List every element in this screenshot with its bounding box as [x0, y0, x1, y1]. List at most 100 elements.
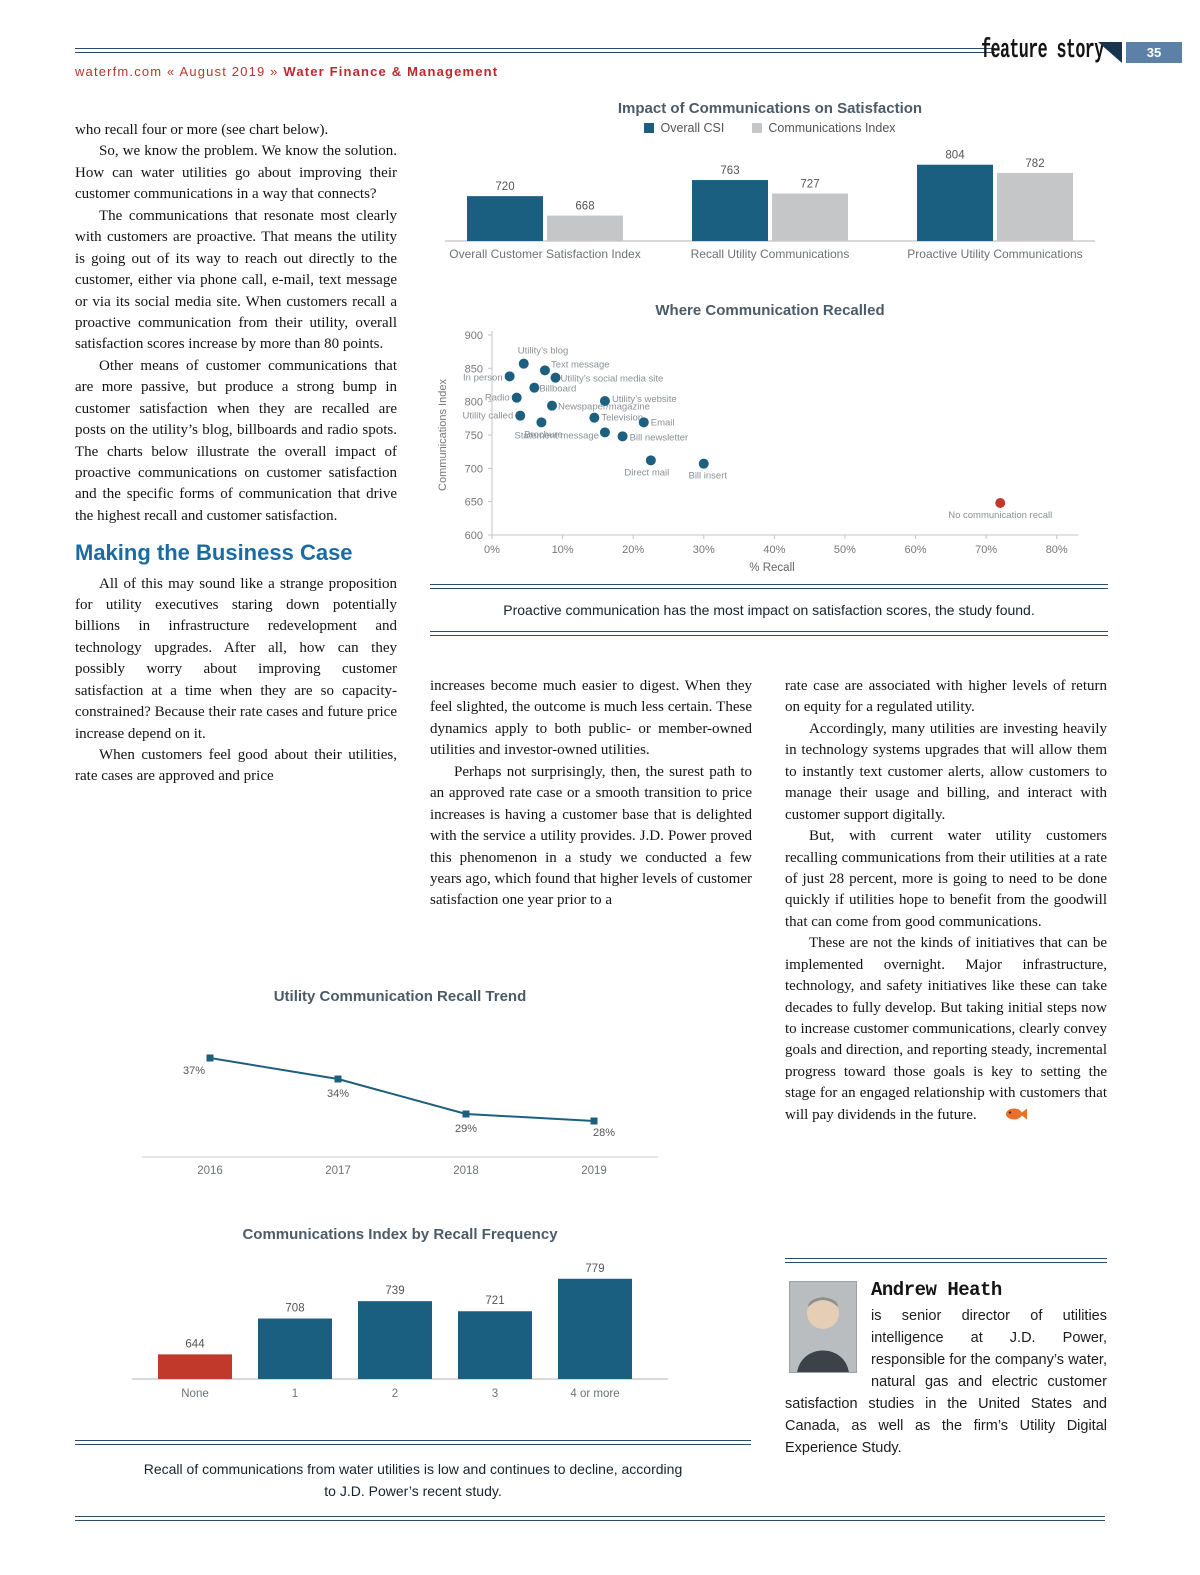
- svg-text:Newspaper/magazine: Newspaper/magazine: [558, 402, 650, 413]
- recall-trend-line-chart: 37% 2016 34% 2017 29% 2018 28% 2019: [142, 1054, 658, 1177]
- chart-impact-legend: Overall CSI Communications Index: [430, 121, 1110, 135]
- svg-text:600: 600: [465, 530, 483, 542]
- trend-caption-line1: Recall of communications from water util…: [143, 1461, 683, 1477]
- svg-text:Communications Index: Communications Index: [437, 379, 449, 491]
- svg-text:Email: Email: [651, 417, 675, 428]
- chart-frequency-title: Communications Index by Recall Frequency: [242, 1226, 558, 1243]
- body-paragraph: So, we know the problem. We know the sol…: [75, 143, 397, 203]
- svg-text:% Recall: % Recall: [749, 562, 794, 574]
- svg-text:Utility’s website: Utility’s website: [612, 394, 677, 405]
- svg-text:80%: 80%: [1046, 544, 1068, 556]
- scatter-caption: Proactive communication has the most imp…: [503, 602, 1035, 618]
- svg-text:4 or more: 4 or more: [570, 1388, 619, 1400]
- caption-rule-top: [430, 584, 1108, 589]
- body-paragraph: Other means of customer communications t…: [75, 357, 397, 524]
- bio-text: is senior director of utilities intellig…: [785, 1308, 1107, 1457]
- svg-text:668: 668: [575, 201, 594, 213]
- svg-text:720: 720: [495, 181, 514, 193]
- masthead: waterfm.com « August 2019 » Water Financ…: [75, 64, 498, 79]
- trend-caption-line2: to J.D. Power’s recent study.: [324, 1483, 502, 1500]
- svg-text:34%: 34%: [327, 1088, 349, 1100]
- svg-text:Brochure: Brochure: [524, 429, 563, 440]
- svg-text:Utility’s social media site: Utility’s social media site: [561, 374, 664, 385]
- trend-caption: Recall of communications from water util…: [75, 1445, 751, 1503]
- svg-text:739: 739: [385, 1285, 404, 1297]
- svg-text:20%: 20%: [622, 544, 644, 556]
- svg-text:Bill insert: Bill insert: [688, 471, 727, 482]
- legend-swatch-gray: [752, 123, 763, 133]
- footer-rule: [75, 1516, 1105, 1521]
- legend-item-overall-csi: Overall CSI: [644, 121, 724, 135]
- svg-text:60%: 60%: [905, 544, 927, 556]
- caption-rule-bottom: [430, 631, 1108, 636]
- legend-item-communications-index: Communications Index: [752, 121, 896, 135]
- body-paragraph: All of this may sound like a strange pro…: [75, 575, 397, 742]
- svg-text:763: 763: [720, 165, 739, 177]
- svg-text:28%: 28%: [593, 1127, 615, 1139]
- svg-text:644: 644: [185, 1338, 205, 1350]
- svg-text:Television: Television: [601, 413, 643, 424]
- recall-frequency-bar-chart: 644 None 708 1 739 2 721 3 779 4 or more: [132, 1263, 668, 1400]
- caption-rule-top: [75, 1440, 751, 1445]
- scatter-caption-band: Proactive communication has the most imp…: [430, 584, 1108, 636]
- svg-text:2019: 2019: [581, 1165, 607, 1177]
- svg-text:Radio: Radio: [485, 393, 510, 404]
- svg-text:1: 1: [292, 1388, 298, 1400]
- goldfish-icon: [981, 1107, 1027, 1128]
- svg-text:Recall Utility Communications: Recall Utility Communications: [691, 247, 850, 261]
- svg-text:29%: 29%: [455, 1123, 477, 1135]
- legend-label: Overall CSI: [660, 121, 725, 135]
- svg-text:Text message: Text message: [551, 359, 610, 370]
- chart-impact-title: Impact of Communications on Satisfaction: [617, 100, 923, 117]
- svg-text:0%: 0%: [484, 544, 500, 556]
- svg-text:2018: 2018: [453, 1165, 479, 1177]
- corner-banner-triangle: [1098, 42, 1122, 63]
- trend-caption-band: Recall of communications from water util…: [75, 1440, 751, 1503]
- svg-text:3: 3: [492, 1388, 498, 1400]
- svg-text:40%: 40%: [763, 544, 785, 556]
- svg-text:2016: 2016: [197, 1165, 223, 1177]
- bio-rule-top: [785, 1258, 1107, 1263]
- body-paragraph: The communications that resonate most cl…: [75, 207, 397, 353]
- svg-text:750: 750: [465, 430, 483, 442]
- svg-text:721: 721: [485, 1295, 504, 1307]
- svg-text:782: 782: [1025, 158, 1044, 170]
- svg-text:None: None: [181, 1388, 209, 1400]
- svg-text:Statement message: Statement message: [514, 430, 599, 441]
- page-number-box: 35: [1126, 42, 1182, 63]
- article-column-3: rate case are associated with higher lev…: [785, 676, 1107, 1128]
- page-number: 35: [1146, 45, 1162, 60]
- body-paragraph: who recall four or more (see chart below…: [75, 122, 329, 138]
- body-paragraph: When customers feel good about their uti…: [75, 747, 397, 785]
- svg-text:Utility called: Utility called: [463, 411, 514, 422]
- svg-text:900: 900: [465, 330, 483, 342]
- svg-text:800: 800: [465, 397, 483, 409]
- andrew-heath-photo: [789, 1281, 857, 1373]
- chart-recall-trend: Utility Communication Recall Trend 37% 20…: [130, 988, 670, 1186]
- svg-text:804: 804: [945, 150, 965, 162]
- svg-text:Billboard: Billboard: [539, 384, 576, 395]
- impact-bar-chart: 720 668 Overall Customer Satisfaction Inde…: [445, 150, 1095, 261]
- body-paragraph: Perhaps not surprisingly, then, the sure…: [430, 763, 752, 909]
- chart-trend-title: Utility Communication Recall Trend: [273, 988, 527, 1005]
- svg-text:50%: 50%: [834, 544, 856, 556]
- svg-text:700: 700: [465, 463, 483, 475]
- article-column-2: increases become much easier to digest. …: [430, 676, 752, 912]
- svg-text:650: 650: [465, 497, 483, 509]
- svg-text:No communication recall: No communication recall: [948, 510, 1052, 521]
- svg-text:779: 779: [585, 1263, 604, 1275]
- body-paragraph: These are not the kinds of initiatives t…: [785, 933, 1107, 1128]
- body-paragraph: increases become much easier to digest. …: [430, 678, 752, 759]
- svg-text:10%: 10%: [552, 544, 574, 556]
- svg-text:Bill newsletter: Bill newsletter: [630, 432, 689, 443]
- svg-text:850: 850: [465, 363, 483, 375]
- section-heading: Making the Business Case: [75, 540, 353, 566]
- body-paragraph-text: These are not the kinds of initiatives t…: [785, 935, 1107, 1123]
- svg-text:30%: 30%: [693, 544, 715, 556]
- chart-scatter-title: Where Communication Recalled: [655, 302, 885, 319]
- header-rule: [75, 48, 995, 53]
- publication-name: Water Finance & Management: [283, 64, 499, 79]
- chart-impact: Impact of Communications on Satisfaction…: [430, 100, 1110, 272]
